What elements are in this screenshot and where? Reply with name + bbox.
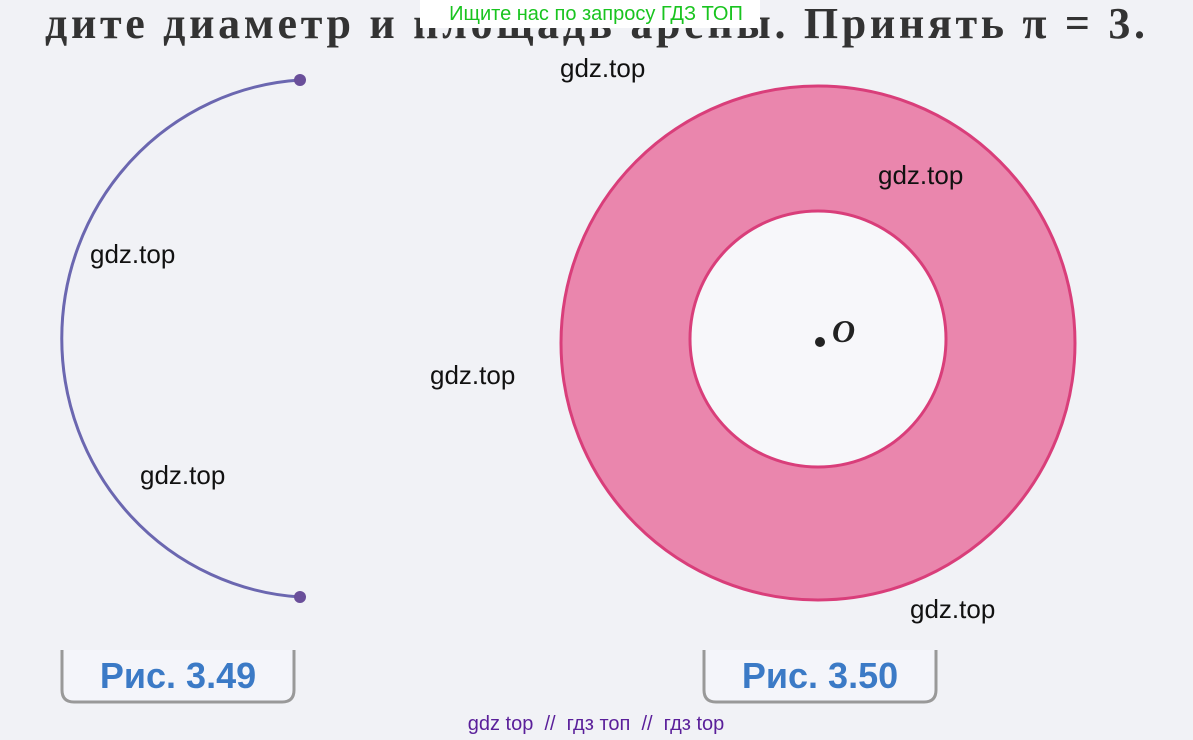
caption-box <box>60 650 296 704</box>
arc-end <box>294 74 306 86</box>
caption-box <box>702 650 938 704</box>
arc-end <box>294 591 306 603</box>
watermark: gdz.top <box>90 239 175 269</box>
watermark: gdz.top <box>560 53 645 83</box>
caption: Рис. 3.49 <box>100 655 256 696</box>
footer-watermark: gdz top // гдз топ // гдз top <box>468 713 725 735</box>
top-watermark: Ищите нас по запросу ГДЗ ТОП <box>449 3 743 25</box>
caption: Рис. 3.50 <box>742 655 898 696</box>
center-point <box>815 337 825 347</box>
watermark: gdz.top <box>878 160 963 190</box>
arc <box>60 78 301 599</box>
point-label: O <box>832 313 855 349</box>
watermark: gdz.top <box>430 360 515 390</box>
watermark: gdz.top <box>910 594 995 624</box>
watermark: gdz.top <box>140 460 225 490</box>
watermark-bg <box>420 0 760 28</box>
